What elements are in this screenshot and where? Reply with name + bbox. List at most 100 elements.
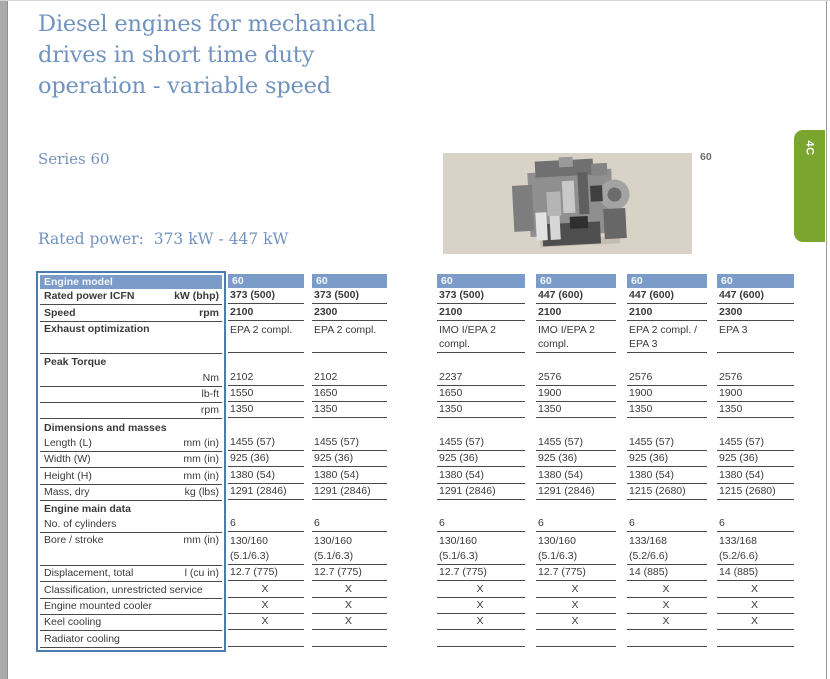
cell-value: 1550	[230, 387, 254, 400]
spec-cell: 2576	[536, 369, 616, 386]
spec-cell: 1350	[437, 402, 525, 419]
spec-cell: 12.7 (775)	[437, 565, 525, 582]
spec-row-label: Peak Torque	[40, 354, 222, 370]
spec-cell: X	[437, 598, 525, 614]
spec-cell: X	[717, 598, 794, 614]
spec-cell: 130/160 (5.1/6.3)	[536, 532, 616, 566]
spec-cell	[536, 500, 616, 516]
spec-table-column: 60 373 (500) 2100 IMO I/EPA 2 compl. 2237 1650…	[437, 274, 525, 647]
cell-value: 1650	[439, 387, 463, 400]
section-tab: 4C	[794, 130, 825, 242]
cell-value: 1291 (2846)	[538, 484, 595, 497]
spec-cell: X	[717, 581, 794, 598]
cell-value: 12.7 (775)	[230, 566, 278, 579]
cell-value: 373 (500)	[439, 289, 484, 302]
cell-value: 1455 (57)	[439, 435, 484, 448]
cell-value: IMO I/EPA 2 compl.	[538, 323, 595, 352]
cell-value: X	[344, 598, 352, 611]
cell-value: X	[571, 615, 579, 628]
cell-value: 1350	[439, 403, 463, 416]
spec-cell: 6	[228, 516, 304, 533]
cell-value: 373 (500)	[230, 289, 275, 302]
spec-cell: EPA 2 compl.	[228, 321, 304, 354]
spec-cell: EPA 3	[717, 321, 794, 354]
cell-value-line: (5.1/6.3)	[538, 549, 578, 562]
spec-cell: IMO I/EPA 2 compl.	[437, 321, 525, 354]
spec-cell	[627, 630, 707, 647]
cell-value: EPA 2 compl.	[314, 323, 376, 338]
spec-cell: 1455 (57)	[228, 435, 304, 451]
spec-cell: 130/160 (5.1/6.3)	[312, 532, 387, 566]
row-label: Engine main data	[44, 503, 131, 516]
spec-cell: 2300	[312, 304, 387, 321]
cell-value: 1380 (54)	[629, 468, 674, 481]
spec-cell: 1291 (2846)	[536, 484, 616, 500]
spec-cell: 2102	[312, 369, 387, 386]
cell-value: 1350	[230, 403, 254, 416]
spec-row-label: Radiator cooling	[40, 631, 222, 648]
row-label: Peak Torque	[44, 356, 107, 369]
cell-value-line: EPA 3	[629, 338, 658, 351]
cell-value: 447 (600)	[719, 289, 764, 302]
column-header: 60	[717, 274, 794, 288]
cell-value: 1291 (2846)	[230, 484, 287, 497]
spec-cell: 1380 (54)	[627, 467, 707, 484]
spec-cell: X	[228, 598, 304, 614]
row-label: Speed	[44, 306, 76, 319]
spec-cell: 1350	[627, 402, 707, 419]
spec-cell: 1291 (2846)	[437, 484, 525, 500]
cell-value: 447 (600)	[629, 289, 674, 302]
cell-value: X	[476, 598, 484, 611]
spec-cell: 1380 (54)	[437, 467, 525, 484]
spec-cell	[627, 353, 707, 369]
spec-cell: 447 (600)	[627, 288, 707, 305]
cell-value: 1291 (2846)	[439, 484, 496, 497]
spec-cell	[536, 353, 616, 369]
column-header: 60	[312, 274, 387, 288]
spec-cell	[437, 418, 525, 434]
cell-value: X	[750, 615, 758, 628]
cell-value: X	[261, 598, 269, 611]
spec-cell	[627, 500, 707, 516]
spec-cell: 1380 (54)	[228, 467, 304, 484]
spec-table-column: 60 447 (600) 2100 IMO I/EPA 2 compl. 2576 1900…	[536, 274, 616, 647]
spec-cell	[228, 353, 304, 369]
cell-value: 2300	[719, 305, 743, 318]
cell-value: 12.7 (775)	[439, 566, 487, 579]
cell-value: 1380 (54)	[230, 468, 275, 481]
page-title: Diesel engines for mechanical drives in …	[38, 9, 376, 102]
spec-table-column: 60 447 (600) 2100 EPA 2 compl. / EPA 3 2576 19…	[627, 274, 707, 647]
spec-cell: 14 (885)	[717, 565, 794, 582]
spec-cell: 1650	[312, 386, 387, 403]
cell-value: 1900	[719, 387, 743, 400]
cell-value: X	[261, 582, 269, 595]
row-label: Dimensions and masses	[44, 421, 167, 434]
spec-cell: X	[717, 614, 794, 631]
cell-value-line: IMO I/EPA 2	[538, 323, 595, 336]
cell-value: 1455 (57)	[538, 435, 583, 448]
spec-cell: 1455 (57)	[627, 435, 707, 451]
spec-cell	[536, 630, 616, 647]
spec-cell: 1350	[312, 402, 387, 419]
spec-cell	[312, 630, 387, 647]
spec-cell: 373 (500)	[312, 288, 387, 305]
row-label: Keel cooling	[44, 616, 102, 629]
spec-cell: 2237	[437, 369, 525, 386]
spec-row-label: Width (W) mm (in)	[40, 452, 222, 469]
cell-value: 1215 (2680)	[629, 484, 686, 497]
spec-cell: EPA 2 compl.	[312, 321, 387, 354]
spec-cell: X	[228, 581, 304, 598]
cell-value: 1350	[719, 403, 743, 416]
cell-value: IMO I/EPA 2 compl.	[439, 323, 496, 352]
row-unit: kW (bhp)	[174, 290, 219, 303]
spec-cell: 1900	[536, 386, 616, 403]
cell-value-line: 130/160	[439, 535, 477, 548]
row-unit: mm (in)	[183, 453, 219, 466]
spec-cell: 447 (600)	[536, 288, 616, 305]
spec-cell: 1900	[627, 386, 707, 403]
spec-cell	[717, 630, 794, 647]
cell-value: 1455 (57)	[314, 435, 359, 448]
cell-value: 6	[439, 517, 445, 530]
cell-value: 2100	[439, 305, 463, 318]
